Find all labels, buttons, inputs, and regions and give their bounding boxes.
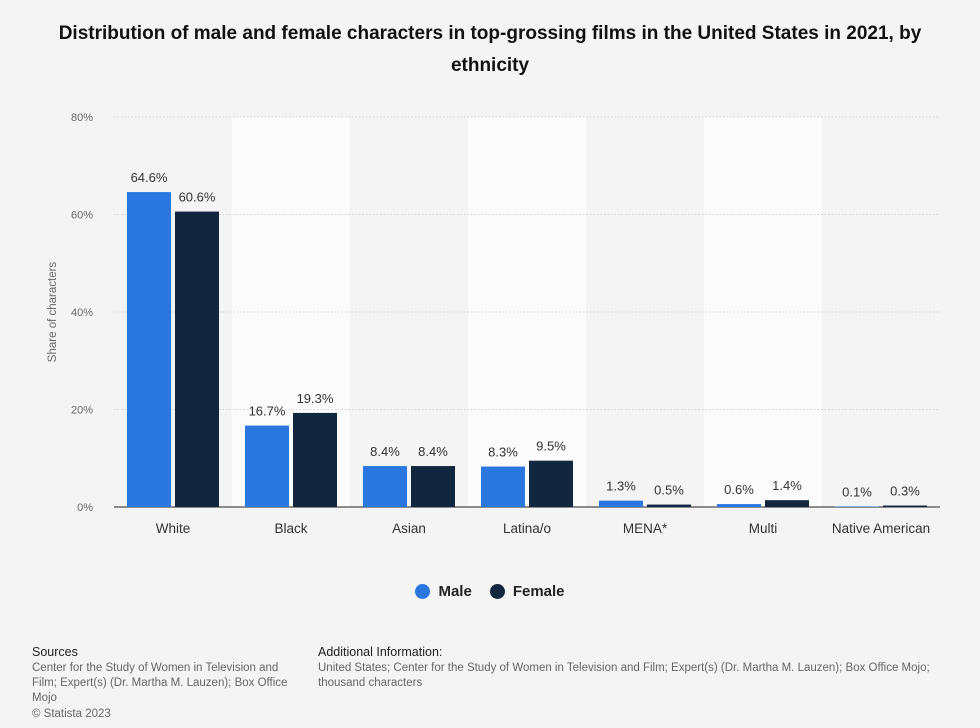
- y-tick-label: 0%: [77, 502, 93, 514]
- x-tick-label: Multi: [749, 521, 778, 536]
- bar-female-native-american: [883, 505, 927, 507]
- bar-male-mena: [599, 500, 643, 507]
- bar-female-asian: [411, 466, 455, 507]
- additional-info-title: Additional Information:: [318, 645, 443, 659]
- data-label-male-white: 64.6%: [131, 170, 168, 185]
- data-label-female-latina-o: 9.5%: [536, 439, 566, 454]
- legend-swatch-male: [415, 584, 431, 599]
- category-band: [586, 117, 704, 507]
- y-axis-title: Share of characters: [47, 262, 59, 363]
- y-tick-label: 80%: [71, 112, 93, 124]
- data-label-male-latina-o: 8.3%: [488, 445, 518, 460]
- bar-female-white: [175, 211, 219, 507]
- y-tick-label: 20%: [71, 405, 93, 417]
- bar-male-black: [245, 425, 289, 507]
- sources-title: Sources: [32, 645, 78, 659]
- data-label-female-white: 60.6%: [179, 190, 216, 205]
- bar-male-white: [127, 192, 171, 507]
- data-label-female-black: 19.3%: [297, 391, 334, 406]
- x-tick-label: Native American: [832, 521, 930, 536]
- data-label-female-multi: 1.4%: [772, 478, 802, 493]
- bar-male-asian: [363, 466, 407, 507]
- bar-male-native-american: [835, 506, 879, 508]
- bar-male-latina-o: [481, 466, 525, 507]
- chart-legend: Male Female: [0, 583, 980, 600]
- bar-female-mena: [647, 504, 691, 507]
- legend-label-female: Female: [512, 583, 565, 600]
- legend-label-male: Male: [438, 583, 472, 600]
- x-tick-label: Asian: [392, 521, 426, 536]
- additional-info-block: Additional Information: United States; C…: [318, 645, 968, 691]
- data-label-male-native-american: 0.1%: [842, 485, 872, 500]
- bar-chart: 0% 20% 40% 60% 80% Share of characters 64.6% 60…: [47, 112, 940, 536]
- legend-item-female[interactable]: Female: [489, 583, 565, 600]
- bar-male-multi: [717, 504, 761, 507]
- copyright: © Statista 2023: [32, 708, 111, 720]
- data-label-male-multi: 0.6%: [724, 482, 754, 497]
- sources-text: Center for the Study of Women in Televis…: [32, 662, 288, 704]
- data-label-male-mena: 1.3%: [606, 479, 636, 494]
- data-label-male-black: 16.7%: [249, 404, 286, 419]
- data-label-male-asian: 8.4%: [370, 444, 400, 459]
- bar-female-latina-o: [529, 460, 573, 507]
- sources-block: Sources Center for the Study of Women in…: [32, 645, 302, 706]
- additional-info-text: United States; Center for the Study of W…: [318, 662, 930, 689]
- bar-female-multi: [765, 500, 809, 507]
- x-tick-label: Latina/o: [503, 521, 551, 536]
- x-tick-label: Black: [274, 521, 307, 536]
- legend-swatch-female: [489, 584, 505, 599]
- bar-female-black: [293, 412, 337, 507]
- y-tick-label: 40%: [71, 307, 93, 319]
- x-tick-label: White: [156, 521, 191, 536]
- data-label-female-asian: 8.4%: [418, 444, 448, 459]
- x-tick-label: MENA*: [623, 521, 668, 536]
- data-label-female-mena: 0.5%: [654, 483, 684, 498]
- legend-item-male[interactable]: Male: [415, 583, 472, 600]
- chart-title: Distribution of male and female characte…: [58, 23, 922, 76]
- data-label-female-native-american: 0.3%: [890, 484, 920, 499]
- y-tick-label: 60%: [71, 210, 93, 222]
